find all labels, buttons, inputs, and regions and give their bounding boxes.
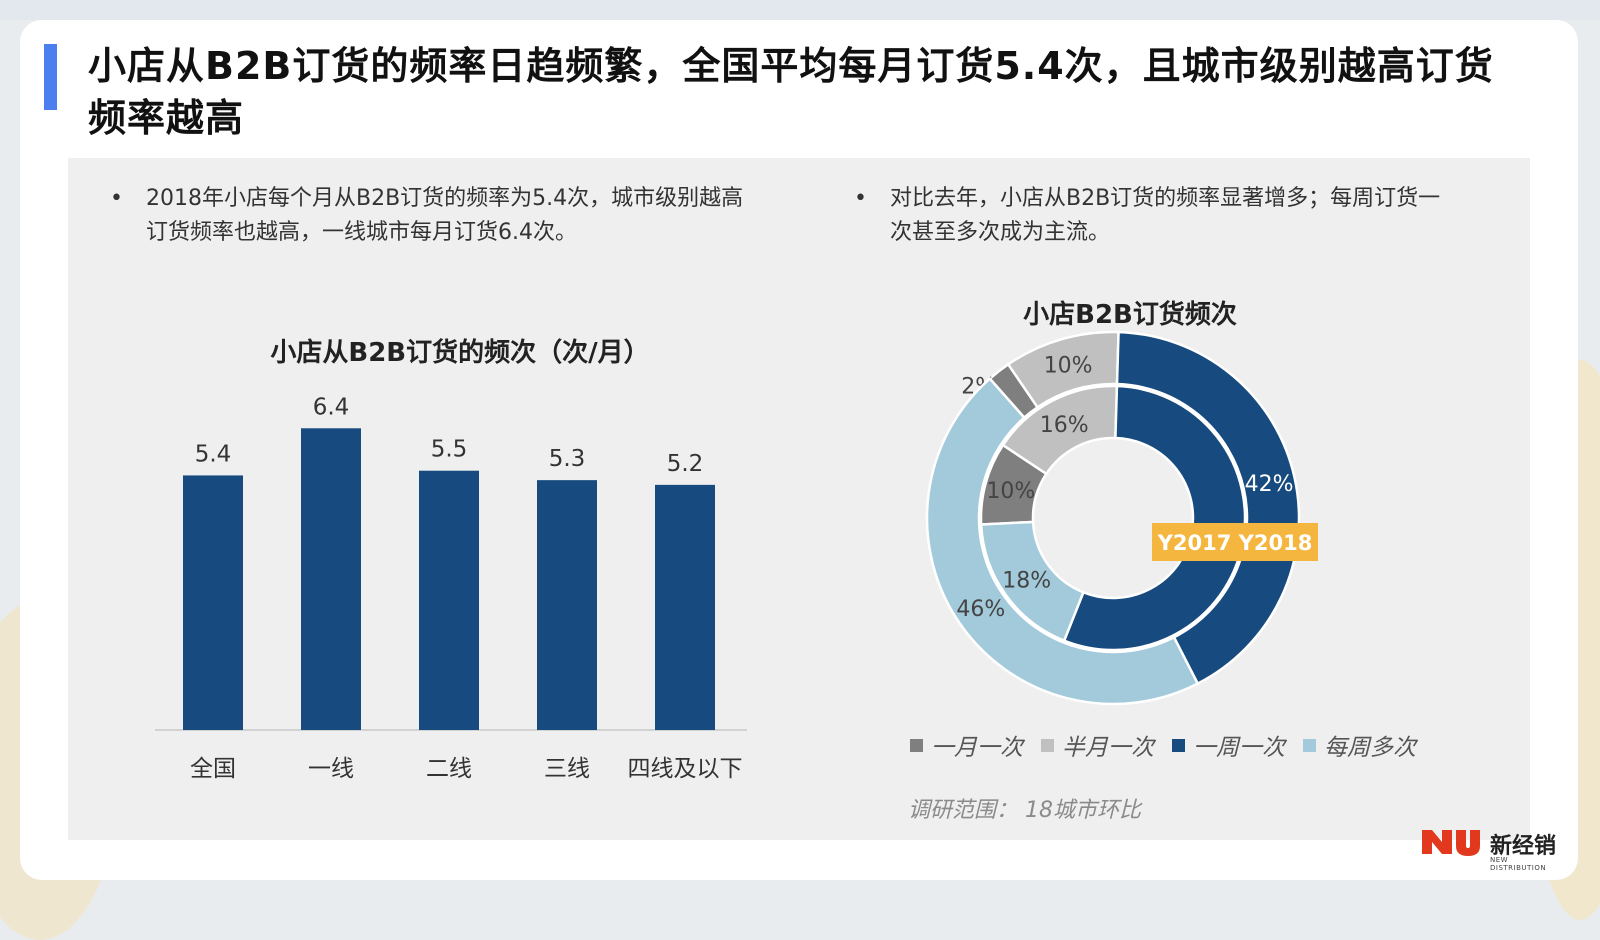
donut-slice-outer (925, 376, 1200, 706)
bar-chart: 5.4 全国 6.4 一线 5.5 二线 5.3 三线 5.2 四线及以下 (155, 394, 747, 782)
bullet-marker: • (110, 186, 123, 211)
brand-logo-text: 新经销 (1490, 834, 1557, 859)
donut-series-annotation: Y2017 Y2018 (1152, 523, 1318, 561)
bullet-left: • 2018年小店每个月从B2B订货的频率为5.4次，城市级别越高订货频率也越高… (110, 182, 756, 250)
legend-item: 半月一次 (1041, 728, 1154, 762)
brand-logo-mark-icon (1422, 830, 1480, 856)
bullet-right-text: 对比去年，小店从B2B订货的频率显著增多；每周订货一次甚至多次成为主流。 (890, 186, 1441, 245)
title-accent-bar (44, 44, 57, 110)
donut-slice-inner (979, 520, 1086, 643)
bar (183, 475, 243, 730)
donut-slice-inner (1062, 384, 1247, 652)
donut-chart: 10%16%55%18%2%10%42%46%Y2017 Y2018 (925, 330, 1318, 706)
bar (655, 484, 715, 730)
slide-headline: 小店从B2B订货的频率日趋频繁，全国平均每月订货5.4次，且城市级别越高订货频率… (88, 44, 1494, 140)
legend-item: 一月一次 (910, 728, 1023, 762)
donut-slice-label: 10% (986, 479, 1035, 504)
bar-category-label: 三线 (544, 756, 590, 782)
brand-logo: 新经销 NEW DISTRIBUTION (1418, 828, 1558, 872)
background-band (0, 0, 1600, 20)
legend-item: 每周多次 (1303, 728, 1416, 762)
legend-swatch (1041, 738, 1054, 752)
donut-slice-label: 46% (956, 597, 1005, 622)
donut-slice-label: 10% (1044, 353, 1093, 378)
donut-slice-outer (1115, 330, 1301, 686)
donut-legend: 一月一次 半月一次 一周一次 每周多次 (910, 728, 1470, 762)
donut-slice-label: 42% (1245, 472, 1294, 497)
survey-scope-note: 调研范围： 18城市环比 (908, 798, 1141, 823)
legend-label: 一周一次 (1193, 735, 1285, 761)
bullet-right: • 对比去年，小店从B2B订货的频率显著增多；每周订货一次甚至多次成为主流。 (854, 182, 1450, 250)
bar-category-label: 全国 (190, 756, 236, 782)
legend-item: 一周一次 (1172, 728, 1285, 762)
bar-chart-title: 小店从B2B订货的频次（次/月） (270, 338, 650, 368)
legend-swatch (1303, 738, 1316, 752)
bar (301, 428, 361, 730)
bar-value-label: 5.4 (195, 441, 232, 467)
bar (537, 480, 597, 730)
donut-slice-label: 18% (1002, 569, 1051, 594)
legend-swatch (1172, 738, 1185, 752)
brand-logo-subtext: NEW DISTRIBUTION (1490, 856, 1547, 872)
bar-value-label: 5.2 (667, 451, 704, 477)
bar-value-label: 5.3 (549, 446, 586, 472)
bullet-marker: • (854, 186, 867, 211)
bullet-left-text: 2018年小店每个月从B2B订货的频率为5.4次，城市级别越高订货频率也越高，一… (146, 186, 744, 245)
legend-label: 每周多次 (1324, 735, 1416, 761)
bar-value-label: 5.5 (431, 437, 468, 463)
donut-chart-title: 小店B2B订货频次 (1023, 300, 1237, 330)
legend-label: 半月一次 (1062, 735, 1154, 761)
bar (419, 470, 479, 730)
bar-category-label: 一线 (308, 756, 354, 782)
bar-category-label: 二线 (426, 756, 472, 782)
bar-value-label: 6.4 (313, 394, 350, 420)
legend-label: 一月一次 (931, 735, 1023, 761)
legend-swatch (910, 738, 923, 752)
donut-series-annotation-text: Y2017 Y2018 (1157, 531, 1313, 555)
donut-slice-label: 16% (1040, 413, 1089, 438)
bar-category-label: 四线及以下 (628, 756, 743, 782)
